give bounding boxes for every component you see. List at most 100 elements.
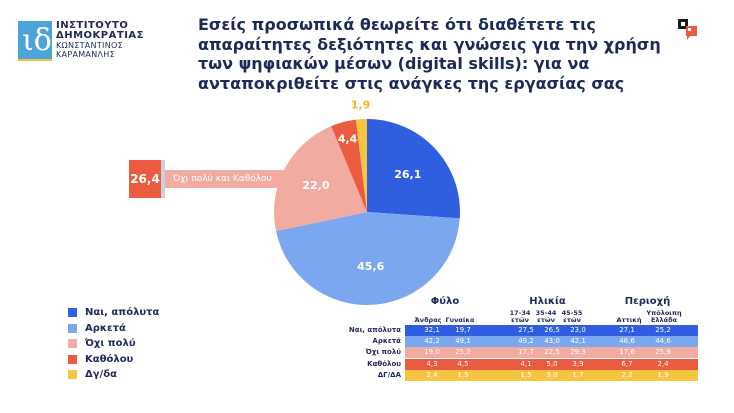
row-label: Αρκετά: [372, 337, 401, 346]
callout-value: 26,4: [129, 160, 161, 198]
legend-label: Αρκετά: [85, 322, 126, 334]
legend-item-dgda: Δγ/δα: [68, 367, 159, 383]
col-header-male: Άνδρας: [412, 317, 444, 324]
table-cell: 27,5: [518, 326, 534, 334]
table-cell: 25,2: [655, 326, 671, 334]
logo-text: ΙΝΣΤΙΤΟΥΤΟ ΔΗΜΟΚΡΑΤΙΑΣ ΚΩΝΣΤΑΝΤΙΝΟΣ ΚΑΡΑ…: [56, 20, 144, 60]
legend-item-katholou: Καθόλου: [68, 352, 159, 368]
col-header-35-44: 35-44 ετών: [532, 310, 560, 324]
table-row: 32,1 19,7 27,5 26,5 23,0 27,1 25,2: [405, 325, 698, 336]
col-header-attica: Αττική: [612, 317, 646, 324]
row-label: Όχι πολύ: [365, 348, 401, 357]
legend-label: Καθόλου: [85, 353, 134, 365]
row-label: ΔΓ/ΔΑ: [377, 370, 401, 379]
table-cell: 46,6: [619, 337, 635, 346]
logo-line4: ΚΑΡΑΜΑΝΛΗΣ: [56, 50, 115, 59]
pie-slice-dgda: [355, 119, 367, 212]
table-row: 19,0 25,2 17,7 22,5 29,3 17,6 25,9: [405, 347, 698, 359]
col-header-text: 17-34: [509, 309, 531, 317]
group-header-region: Περιοχή: [624, 296, 671, 307]
col-header-text: 45-55: [561, 309, 583, 317]
col-header-rest-of-greece: Υπόλοιπη Ελλάδα: [644, 310, 684, 324]
callout-label: Όχι πολύ και Καθόλου: [165, 170, 295, 188]
table-row: 4,3 4,5 4,1 5,0 3,9 6,7 2,4: [405, 358, 698, 370]
col-header-text: ετών: [511, 316, 529, 324]
col-header-text: Άνδρας: [414, 316, 442, 324]
table-cell: 1,5: [520, 370, 532, 379]
col-header-female: Γυναίκα: [444, 317, 476, 324]
col-header-text: Γυναίκα: [445, 316, 475, 324]
col-header-45-55: 45-55 ετών: [558, 310, 586, 324]
table-cell: 17,7: [518, 348, 534, 357]
pie-labels: 26,1 45,6 22,0 4,4 1,9: [302, 98, 421, 272]
table-cell: 6,7: [621, 359, 633, 368]
table-cell: 1,7: [572, 370, 584, 379]
table-row: 42,2 49,1 49,2 43,0 42,1 46,6 44,6: [405, 336, 698, 348]
pie-value-label: 45,6: [357, 260, 384, 273]
table-cell: 5,0: [546, 359, 558, 368]
table-cell: 19,0: [424, 348, 440, 357]
pie-slice-arketa: [275, 212, 460, 306]
table-row: 2,4 1,5 1,5 3,0 1,7 2,2 1,9: [405, 369, 698, 381]
table-cell: 22,5: [544, 348, 560, 357]
col-header-text: ετών: [537, 316, 555, 324]
row-label: Καθόλου: [367, 359, 401, 368]
pie-value-label: 22,0: [302, 179, 329, 192]
table-cell: 23,0: [570, 326, 586, 334]
table-cell: 42,1: [570, 337, 586, 346]
col-header-text: 35-44: [535, 309, 557, 317]
logo-line1: ΙΝΣΤΙΤΟΥΤΟ: [56, 20, 129, 31]
logo-mark: ιδ: [18, 21, 52, 61]
legend-item-arketa: Αρκετά: [68, 321, 159, 337]
chart-title: Εσείς προσωπικά θεωρείτε ότι διαθέτετε τ…: [198, 15, 661, 93]
legend-item-nai: Ναι, απόλυτα: [68, 305, 159, 321]
legend-swatch: [68, 354, 77, 364]
table-cell: 19,7: [455, 326, 471, 334]
table-cell: 27,1: [619, 326, 635, 334]
legend-label: Όχι πολύ: [85, 338, 136, 350]
table-cell: 25,9: [655, 348, 671, 357]
table-cell: 4,1: [520, 359, 532, 368]
col-header-text: Ελλάδα: [650, 316, 678, 324]
group-header-age: Ηλικία: [529, 296, 566, 307]
table-cell: 43,0: [544, 337, 560, 346]
table-cell: 44,6: [655, 337, 671, 346]
table-cell: 3,0: [546, 370, 558, 379]
table-cell: 32,1: [424, 326, 440, 334]
logo-line2: ΔΗΜΟΚΡΑΤΙΑΣ: [56, 30, 144, 41]
logo-line3: ΚΩΝΣΤΑΝΤΙΝΟΣ: [56, 41, 123, 50]
table-cell: 17,6: [619, 348, 635, 357]
col-header-text: Υπόλοιπη: [646, 309, 682, 317]
table-cell: 29,3: [570, 348, 586, 357]
pie-slice-oxi-poly: [274, 126, 367, 232]
speech-bubbles-icon: [678, 19, 697, 40]
table-cell: 1,9: [657, 370, 669, 379]
legend-swatch: [68, 339, 77, 349]
table-cell: 2,4: [657, 359, 669, 368]
table-cell: 1,5: [457, 370, 469, 379]
table-cell: 49,2: [518, 337, 534, 346]
col-header-text: ετών: [563, 316, 581, 324]
pie-value-label: 26,1: [394, 168, 421, 181]
legend-label: Ναι, απόλυτα: [85, 307, 160, 319]
table-cell: 49,1: [455, 337, 471, 346]
row-label: Ναι, απόλυτα: [348, 326, 401, 334]
col-header-17-34: 17-34 ετών: [506, 310, 534, 324]
table-cell: 3,9: [572, 359, 584, 368]
legend-label: Δγ/δα: [85, 369, 117, 381]
logo-glyph: ιδ: [22, 23, 52, 58]
pie-value-label: 1,9: [351, 98, 371, 111]
legend-swatch: [68, 323, 77, 333]
logo-underline: [18, 59, 52, 61]
pie-slices: [274, 119, 460, 306]
legend-swatch: [68, 308, 77, 318]
legend-swatch: [68, 370, 77, 380]
group-header-gender: Φύλο: [430, 296, 460, 307]
legend: Ναι, απόλυτα Αρκετά Όχι πολύ Καθόλου Δγ/…: [68, 305, 159, 383]
callout-divider: [161, 160, 165, 198]
table-cell: 2,2: [621, 370, 633, 379]
pie-value-label: 4,4: [338, 132, 358, 145]
pie-slice-nai: [367, 119, 460, 219]
col-header-text: Αττική: [616, 316, 642, 324]
